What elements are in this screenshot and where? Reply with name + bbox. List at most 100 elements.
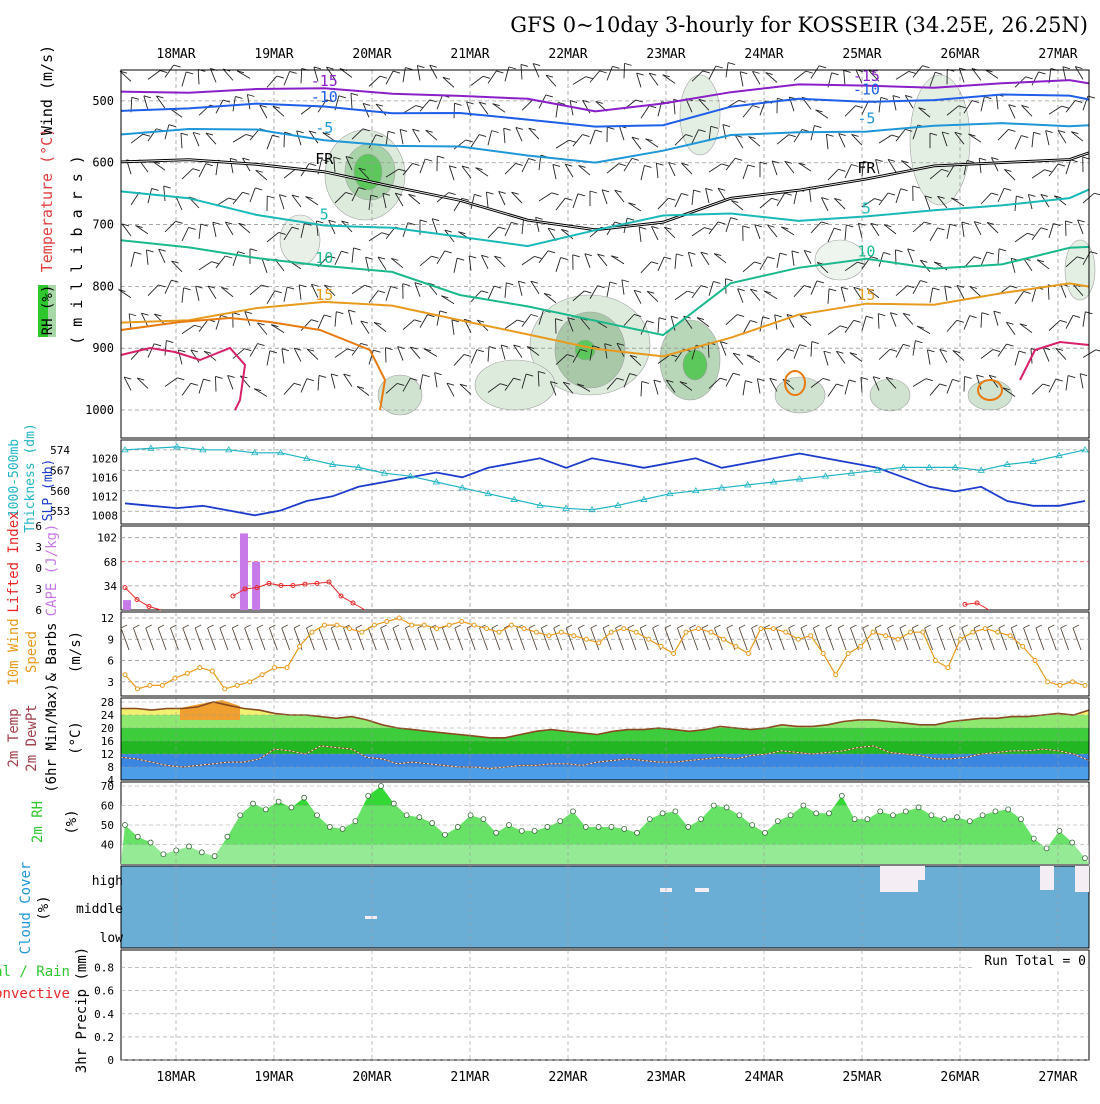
rh2m-axis-label: 2m RH	[30, 801, 46, 843]
wind-barb	[181, 133, 188, 135]
rh-marker	[814, 811, 819, 816]
precip-tick-label: 0.6	[94, 985, 114, 998]
wind-barb	[901, 189, 908, 191]
wind-speed-marker	[609, 630, 613, 634]
wind-barb	[624, 63, 625, 78]
wind-barb	[1049, 224, 1053, 238]
wind-barb	[981, 193, 991, 204]
wind-barb	[777, 193, 785, 206]
rh-marker	[199, 850, 204, 855]
temp-tick-label: 28	[101, 696, 114, 709]
cloud-level-label: low	[100, 931, 124, 946]
wind-barb	[196, 286, 199, 301]
cloud-gap	[905, 866, 925, 880]
rh-marker	[391, 801, 396, 806]
wind-barb	[654, 380, 661, 382]
wind-barb	[879, 349, 890, 359]
wind-barb	[488, 71, 496, 83]
rh-band	[121, 845, 1089, 865]
wind-barb	[656, 163, 658, 178]
rh-marker	[366, 793, 371, 798]
rh-marker	[430, 821, 435, 826]
wind-barb	[165, 125, 169, 139]
wind-barb	[255, 188, 262, 190]
wind-barb	[203, 379, 210, 381]
rh-marker	[1019, 817, 1024, 822]
wind-barb	[177, 378, 184, 380]
wind-barb	[518, 281, 525, 283]
wind-barb	[811, 281, 817, 295]
wind-barb	[481, 291, 488, 293]
wind-barb	[828, 228, 834, 242]
rh-marker	[135, 834, 140, 839]
wind-barb	[1015, 233, 1027, 242]
wind-speed-marker	[260, 673, 264, 677]
wind-barb	[781, 227, 794, 235]
wind-barb	[896, 189, 901, 203]
wind-barb	[403, 284, 410, 286]
wind-speed-marker	[647, 637, 651, 641]
wind-barb	[1058, 164, 1065, 166]
rh-marker	[750, 823, 755, 828]
wind-barb	[238, 252, 245, 254]
wind-barb	[522, 159, 529, 172]
thickness-axis-label: 1000-500mb	[7, 439, 22, 517]
wind-barb	[282, 349, 284, 364]
wind-speed-marker	[721, 637, 725, 641]
bottom-date-label: 23MAR	[646, 1070, 685, 1085]
wind-barb	[858, 223, 862, 238]
wind-barb	[1032, 384, 1043, 394]
wind-barb	[785, 193, 792, 195]
wind-barb	[479, 135, 486, 137]
wind-barb	[573, 77, 586, 85]
wind-barb	[590, 191, 597, 193]
wind-speed-marker	[347, 627, 351, 631]
wind-barb	[890, 313, 896, 327]
wind-barb	[824, 351, 828, 365]
wind-barb	[299, 285, 301, 300]
wind-barb	[1024, 291, 1031, 293]
precip-tick-label: 0.8	[94, 962, 114, 975]
wind-barb	[420, 256, 431, 266]
rh-marker	[353, 819, 358, 824]
wind-barb	[191, 383, 198, 385]
wind-barb	[982, 313, 989, 315]
precip-frame	[121, 950, 1089, 1060]
wind-barb	[681, 193, 688, 195]
rh-marker	[955, 815, 960, 820]
wind-speed-marker	[796, 637, 800, 641]
wind-barb	[215, 376, 222, 378]
wind-barb	[755, 225, 760, 239]
bottom-date-label: 24MAR	[744, 1070, 783, 1085]
rh-marker	[289, 805, 294, 810]
wind-barb	[846, 225, 853, 227]
wind-barb	[836, 384, 843, 386]
wind-barb	[913, 66, 922, 78]
wind-barb	[586, 77, 593, 79]
wind-barb	[373, 350, 380, 352]
wind-barb	[479, 102, 488, 114]
wind-barb	[148, 188, 152, 203]
wind-barb	[743, 381, 745, 396]
wind-barb	[206, 164, 213, 166]
wind-barb	[351, 93, 352, 108]
cape-tick-label: 68	[104, 556, 117, 569]
wind-barb	[816, 110, 828, 118]
wind-barb	[160, 71, 167, 73]
rh-marker	[686, 824, 691, 829]
wind-barb	[913, 281, 920, 294]
wind-barb	[267, 291, 275, 304]
wind-speed-marker	[834, 673, 838, 677]
wind-barb	[669, 162, 675, 176]
wind-barb	[462, 166, 471, 178]
wind-speed-marker	[559, 630, 563, 634]
cloud-frame	[121, 866, 1089, 948]
rh-marker	[379, 784, 384, 789]
wind-barb	[1008, 129, 1015, 131]
wind-barb	[823, 378, 830, 380]
rh-marker	[763, 830, 768, 835]
wind-barb	[212, 262, 219, 264]
wind-speed-marker	[572, 634, 576, 638]
wind-speed-marker	[447, 623, 451, 627]
pressure-tick-label: 600	[92, 156, 114, 170]
